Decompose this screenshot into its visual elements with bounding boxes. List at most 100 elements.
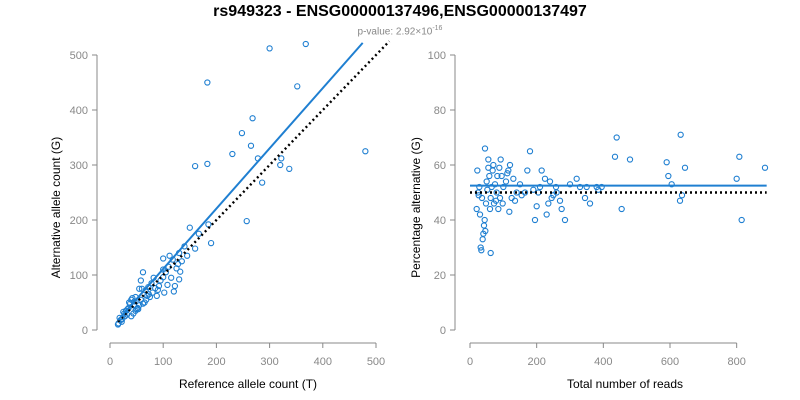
left-data-point <box>277 161 284 169</box>
left-data-point <box>238 129 246 137</box>
right-data-point <box>668 181 675 188</box>
right-data-point <box>473 205 480 213</box>
right-data-point <box>545 200 552 207</box>
right-panel: 0 200 400 600 800 0 20 40 60 80 100 Total number of… <box>409 50 769 391</box>
left-data-point <box>152 285 159 292</box>
right-data-point <box>482 200 490 207</box>
right-data-point <box>533 203 540 210</box>
right-data-point <box>510 175 517 182</box>
left-data-point <box>302 40 309 48</box>
right-data-point <box>538 167 545 174</box>
left-y-axis-title: Alternative allele count (G) <box>49 137 63 278</box>
left-data-point <box>114 321 122 328</box>
right-data-point <box>474 167 481 174</box>
right-y-tick-label: 80 <box>434 105 446 117</box>
right-data-point <box>498 172 505 180</box>
left-y-tick-label: 100 <box>70 270 88 282</box>
left-data-point <box>204 160 211 168</box>
left-data-point <box>160 255 167 262</box>
right-data-point <box>500 183 507 191</box>
left-data-point <box>173 265 180 272</box>
right-data-point <box>524 167 531 174</box>
left-data-point <box>160 266 167 273</box>
left-data-point <box>166 252 173 259</box>
right-data-point <box>490 200 498 207</box>
right-x-axis-title: Total number of reads <box>567 377 683 391</box>
left-x-tick-label: 200 <box>207 356 225 368</box>
p-value-mantissa: 2.92×10 <box>395 26 433 38</box>
right-data-point <box>502 178 510 185</box>
left-data-point <box>286 165 293 172</box>
left-x-tick-label: 500 <box>367 356 385 368</box>
right-data-point <box>566 181 574 188</box>
right-data-point <box>536 183 544 191</box>
right-data-point <box>583 183 590 191</box>
left-x-tick-label: 300 <box>260 356 278 368</box>
p-value-exponent: -16 <box>432 25 443 32</box>
right-data-point <box>626 156 634 163</box>
right-data-point <box>506 208 513 215</box>
left-data-point <box>243 217 250 225</box>
right-data-point <box>665 172 672 180</box>
left-fit-line <box>117 42 364 321</box>
left-y-tick-label: 500 <box>70 50 88 62</box>
left-data-point <box>178 258 185 265</box>
left-data-point <box>135 305 142 313</box>
left-data-point <box>164 281 171 289</box>
right-y-tick-label: 20 <box>434 270 446 282</box>
left-data-point <box>145 291 152 298</box>
right-data-point <box>479 236 486 243</box>
right-data-point <box>493 189 500 196</box>
left-data-point <box>191 162 199 170</box>
right-data-point <box>681 164 689 171</box>
right-data-point <box>485 164 492 171</box>
right-data-point <box>504 170 511 177</box>
right-data-point <box>496 164 503 171</box>
p-value-label: p-value: 2.92×10-16 <box>0 25 800 37</box>
right-data-point <box>481 145 489 152</box>
left-panel: 0 100 200 300 400 500 0 100 200 300 400 500 Referenc… <box>49 40 391 391</box>
right-data-point <box>576 183 584 191</box>
left-data-point <box>144 292 151 300</box>
right-data-point <box>486 172 493 180</box>
left-y-axis: 0 100 200 300 400 500 <box>70 50 98 337</box>
right-y-axis-title: Percentage alternative (G) <box>409 137 423 278</box>
left-y-tick-label: 0 <box>82 325 88 337</box>
left-x-axis-title: Reference allele count (T) <box>179 377 317 391</box>
right-y-axis: 0 20 40 60 80 100 <box>428 50 456 337</box>
left-data-point <box>153 292 160 300</box>
right-data-point <box>553 189 560 196</box>
right-data-point <box>485 156 492 163</box>
right-data-point <box>506 161 514 169</box>
right-data-point <box>478 247 485 254</box>
right-data-point <box>546 178 554 185</box>
right-data-point <box>495 205 502 213</box>
chart-title: rs949323 - ENSG00000137496,ENSG000001374… <box>213 3 587 20</box>
left-data-point <box>191 245 199 252</box>
right-data-point <box>548 194 555 202</box>
left-data-point <box>229 150 236 158</box>
right-y-tick-label: 60 <box>434 160 446 172</box>
left-data-point <box>259 179 266 186</box>
right-data-point <box>677 131 684 138</box>
right-data-point <box>489 167 496 174</box>
right-data-point <box>483 178 490 185</box>
right-data-point <box>480 222 488 229</box>
left-y-tick-label: 300 <box>70 160 88 172</box>
right-data-point <box>513 189 520 196</box>
left-data-point <box>362 148 369 155</box>
right-data-point <box>497 156 504 163</box>
right-data-point <box>486 205 494 213</box>
right-data-point <box>561 216 569 224</box>
right-data-point <box>475 192 482 199</box>
right-y-tick-label: 0 <box>440 325 446 337</box>
left-data-point <box>204 79 211 86</box>
right-y-tick-label: 100 <box>428 50 446 62</box>
right-y-tick-label: 40 <box>434 215 446 227</box>
left-data-point <box>294 83 301 90</box>
left-data-point <box>183 252 191 259</box>
left-data-point <box>136 285 143 292</box>
right-data-point <box>733 175 740 182</box>
right-data-point <box>526 148 534 155</box>
